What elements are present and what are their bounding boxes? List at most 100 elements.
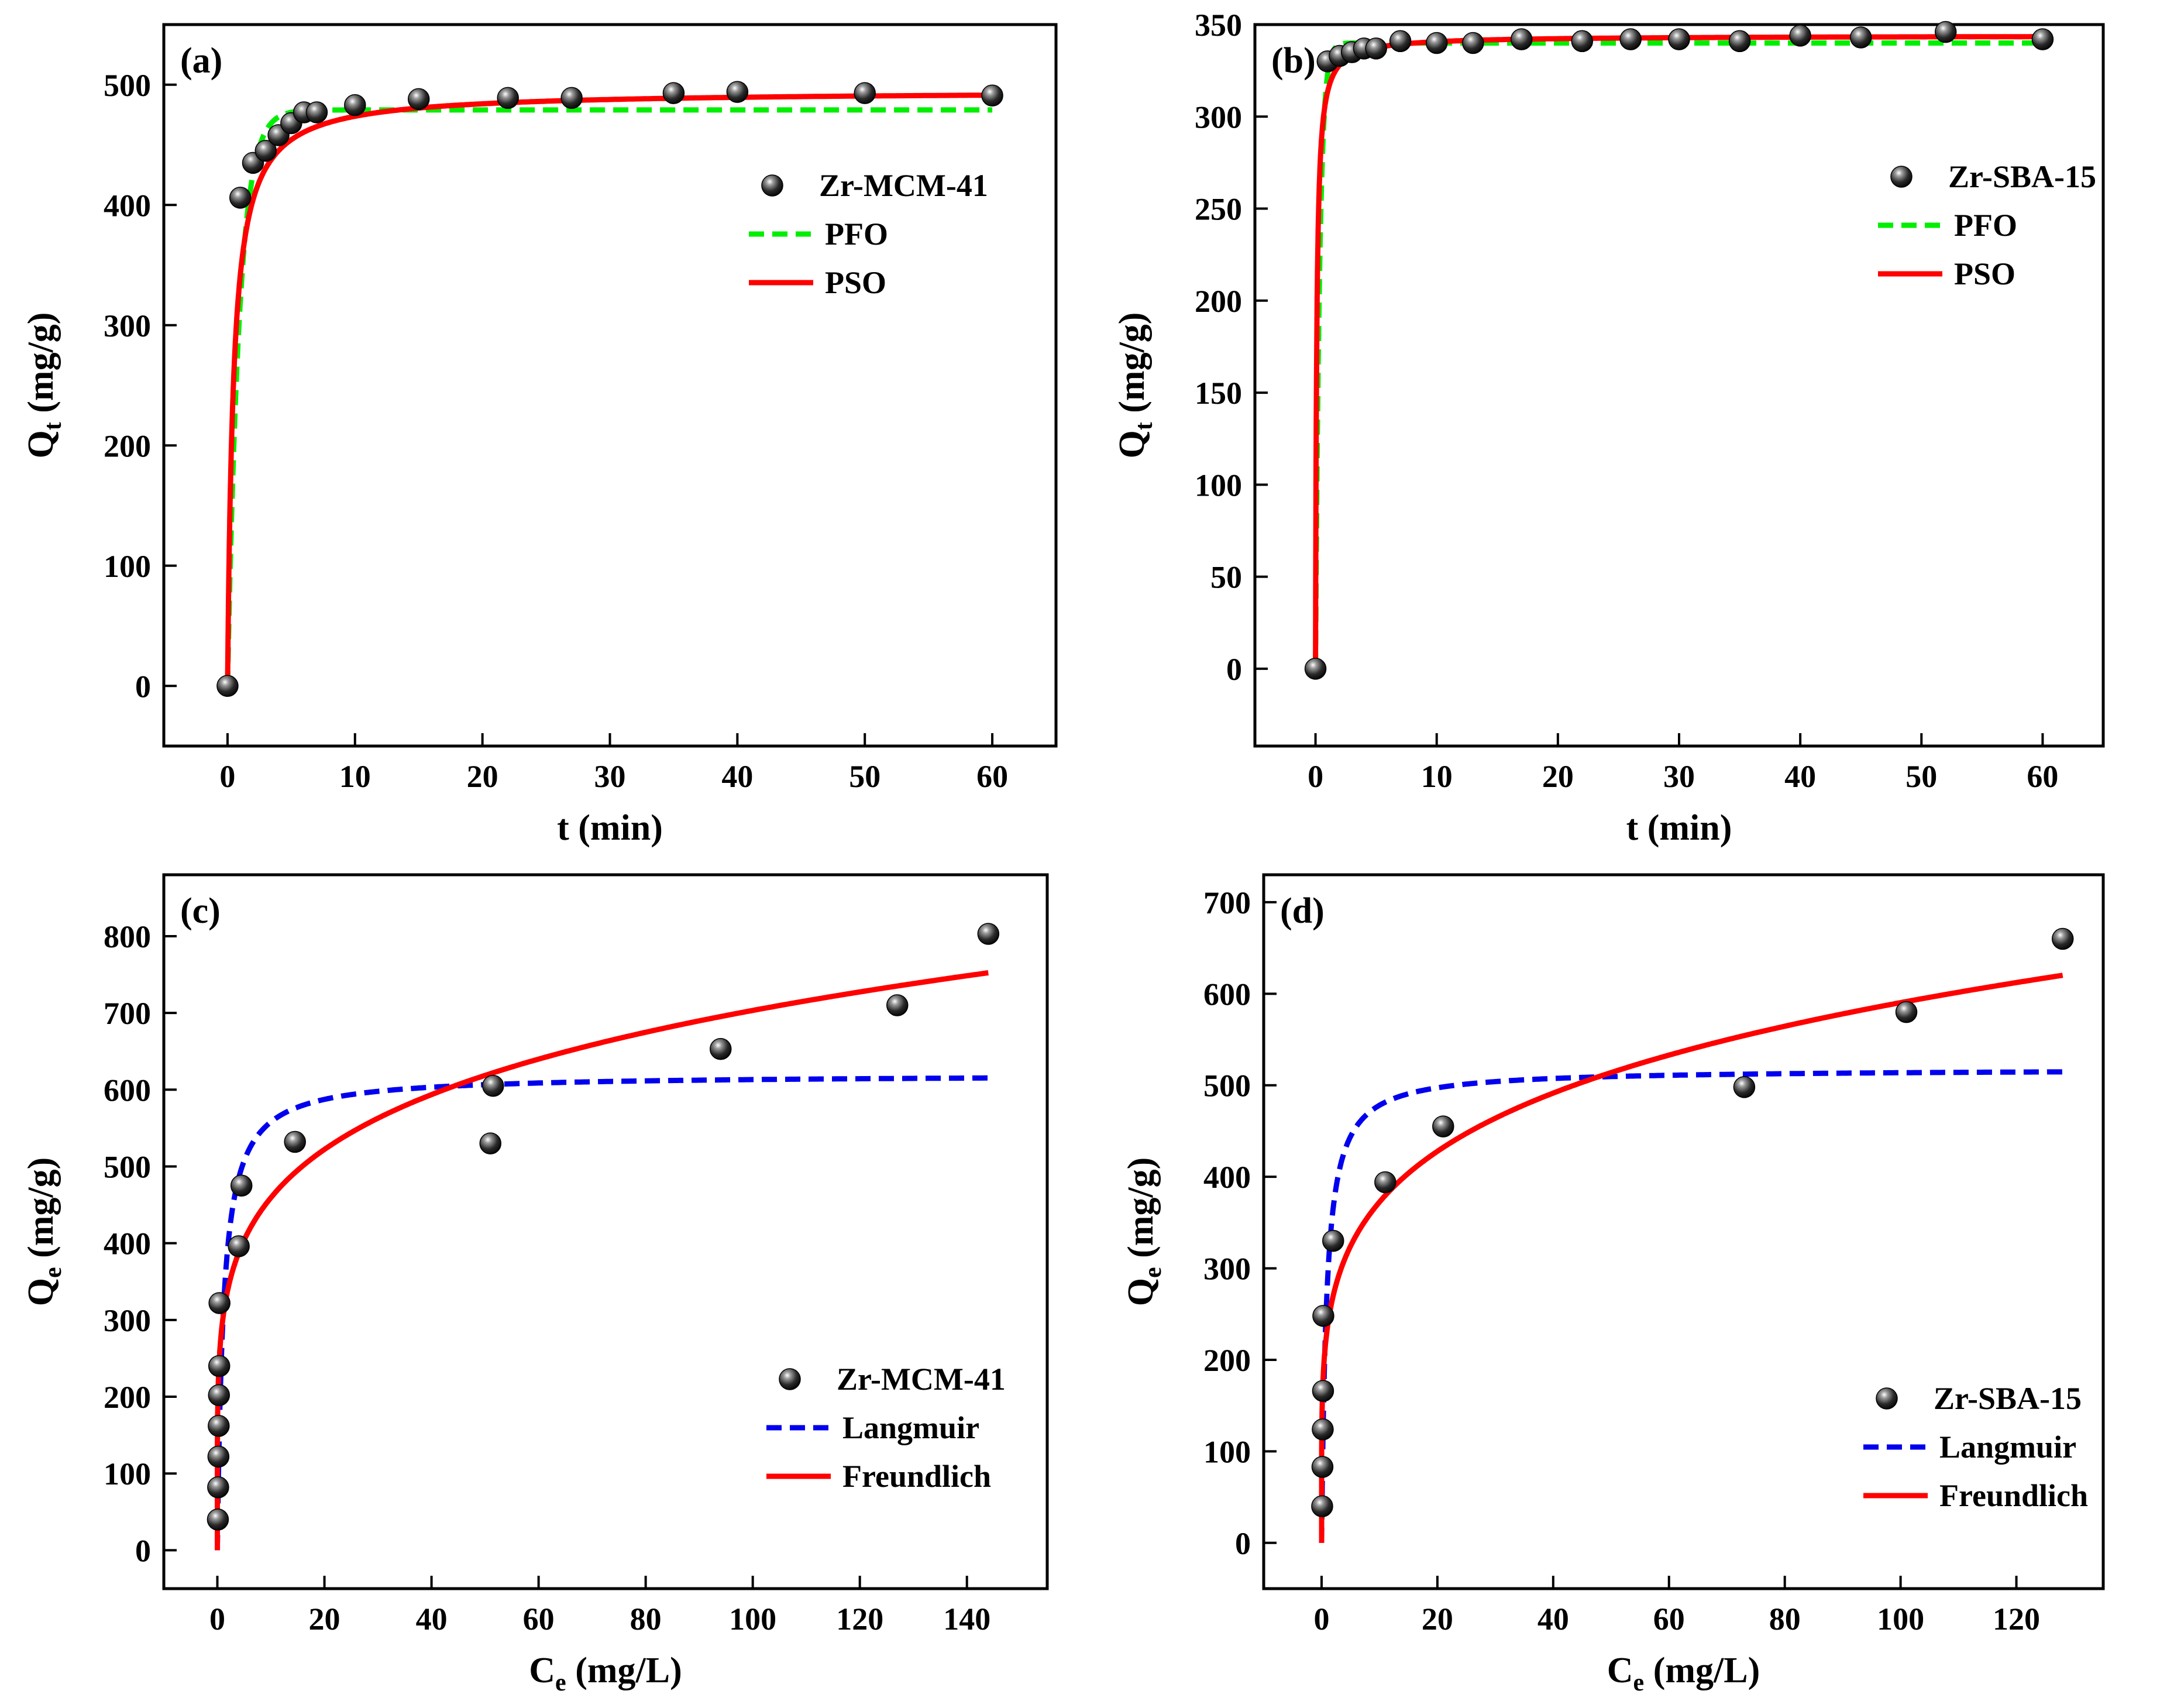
data-point [207,1476,229,1499]
data-point [1312,1380,1334,1402]
data-point [1619,28,1642,50]
y-tick-label: 300 [104,308,151,343]
data-point [726,81,749,103]
y-tick-label: 600 [104,1073,151,1108]
x-tick-label: 40 [721,759,753,794]
data-point [2051,927,2074,950]
model-curve-langmuir [215,1075,989,1551]
y-axis-label-sub: t [1131,422,1158,430]
y-tick-label: 350 [1195,8,1242,43]
y-tick-label: 700 [1203,885,1251,920]
y-tick-label: 700 [104,996,151,1031]
x-tick-label: 60 [2027,759,2058,794]
y-tick-label: 100 [1195,468,1242,503]
x-axis-label-main: C [529,1651,555,1690]
panel-label: (b) [1271,41,1316,81]
y-tick-label: 300 [1195,99,1242,135]
y-axis-label-main: Q [21,430,61,458]
y-tick-label: 0 [1226,652,1242,687]
y-axis-label-main: Q [1112,430,1152,458]
x-tick-label: 60 [976,759,1008,794]
legend-label-freundlich: Freundlich [842,1459,991,1494]
x-tick-label: 20 [1542,759,1574,794]
data-point [886,994,909,1016]
x-axis-label-text: t (min) [1626,808,1732,848]
legend-label-pso: PSO [1954,256,2015,291]
y-tick-label: 500 [104,1149,151,1184]
x-tick-label: 60 [1653,1602,1685,1637]
data-point [208,1415,230,1437]
x-tick-label: 100 [1877,1602,1924,1637]
data-point [981,84,1003,106]
data-point [1789,25,1811,47]
data-point [1849,26,1872,49]
data-point [1311,1456,1334,1478]
data-point [1374,1171,1396,1194]
data-point [1895,1001,1918,1023]
data-point [1425,32,1448,54]
plot-frame [1253,23,2105,748]
panel-label: (a) [180,41,222,81]
data-point [1510,28,1533,50]
y-axis-label-unit: (mg/g) [1112,312,1152,422]
data-point [216,675,239,697]
data-point [1934,20,1957,43]
data-point [1728,30,1751,53]
legend-label-pso: PSO [825,265,886,300]
data-point [305,101,328,123]
y-tick-label: 400 [104,188,151,223]
y-axis-label-sub: e [1140,1267,1167,1278]
data-point [854,82,876,104]
data-point [1322,1229,1344,1252]
y-tick-label: 50 [1210,560,1242,595]
data-point [407,88,430,111]
data-point [977,923,1000,945]
data-point [1312,1305,1334,1327]
x-tick-label: 20 [309,1602,340,1637]
x-tick-label: 120 [836,1602,883,1637]
x-tick-label: 30 [1663,759,1695,794]
y-tick-label: 0 [135,669,151,704]
x-axis-label-unit: (mg/L) [1644,1651,1760,1690]
y-axis-label-unit: (mg/g) [1121,1157,1161,1267]
data-point [1571,30,1594,53]
data-point [1304,658,1327,680]
x-axis-label-text: t (min) [557,808,663,848]
legend-label-freundlich: Freundlich [1939,1478,2088,1513]
data-point [2031,28,2054,50]
legend-label-pfo: PFO [1954,208,2017,243]
legend-label-pfo: PFO [825,216,888,252]
x-tick-label: 100 [729,1602,776,1637]
legend-marker-points [1876,1387,1898,1410]
data-point [560,87,583,109]
panel-d: 0 20 40 60 80 100 120 0 100 200 300 400 500 600 700 Ce … [1121,873,2105,1696]
data-point [1365,37,1387,60]
data-point [284,1130,306,1153]
x-tick-label: 120 [1993,1602,2040,1637]
y-tick-label: 300 [104,1303,151,1338]
x-tick-label: 80 [630,1602,662,1637]
y-axis-label: Qt (mg/g) [21,312,67,459]
y-tick-label: 500 [1203,1068,1251,1104]
data-point [479,1132,501,1154]
panel-c: 0 20 40 60 80 100 120 140 0 100 200 300 400 500 600 700… [21,873,1049,1696]
data-point [1311,1495,1333,1517]
x-axis-label-sub: e [555,1669,566,1696]
data-point [208,1292,231,1314]
x-axis-label-main: C [1607,1651,1633,1690]
x-tick-label: 60 [523,1602,555,1637]
legend-label-langmuir: Langmuir [842,1410,979,1445]
data-point [1668,28,1690,50]
legend-label-langmuir: Langmuir [1939,1429,2076,1465]
x-tick-label: 0 [1308,759,1323,794]
data-point [1389,30,1412,53]
legend-marker-points [779,1368,801,1390]
y-tick-label: 500 [104,68,151,103]
x-axis-label: t (min) [557,808,663,848]
y-axis-label-unit: (mg/g) [21,312,61,422]
y-tick-label: 200 [104,1380,151,1415]
model-curve-pso [1313,34,2043,669]
y-tick-label: 200 [1195,284,1242,319]
y-tick-label: 200 [104,428,151,463]
model-curve-freundlich [1319,972,2063,1543]
